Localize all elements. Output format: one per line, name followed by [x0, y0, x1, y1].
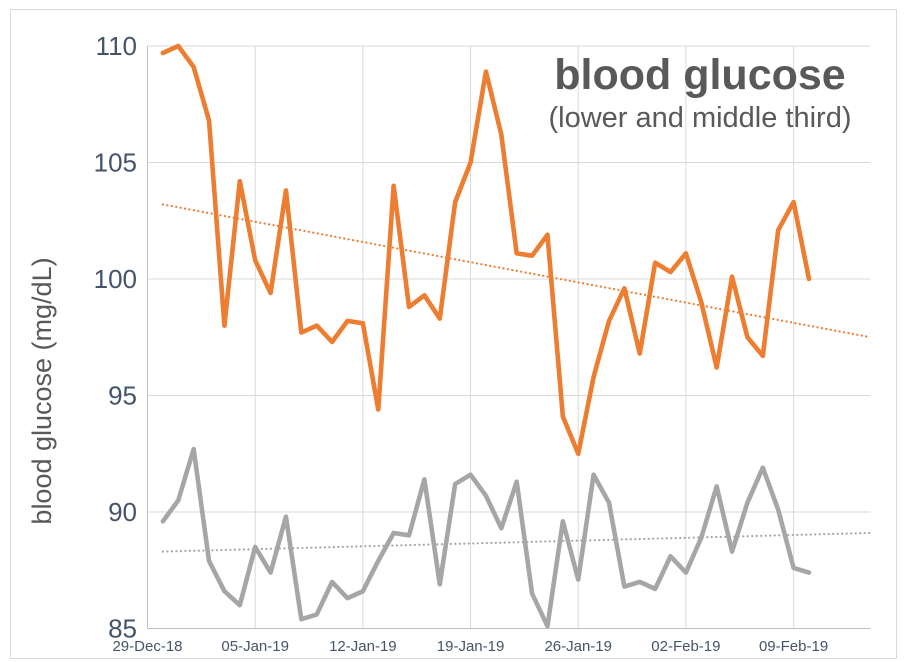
y-tick-label: 105: [94, 148, 137, 178]
x-tick-label: 19-Jan-19: [437, 638, 505, 655]
trendline-lower-third: [161, 531, 872, 553]
y-tick-label: 85: [108, 614, 137, 644]
trendline-middle-third: [161, 203, 872, 339]
x-tick-label: 12-Jan-19: [329, 638, 397, 655]
y-tick-label: 110: [96, 31, 137, 61]
series-line-lower-third: [160, 446, 812, 629]
series-line-middle-third: [160, 43, 812, 457]
x-tick-label: 29-Dec-18: [112, 638, 182, 655]
y-tick-label: 90: [108, 497, 137, 527]
x-tick-label: 02-Feb-19: [651, 638, 720, 655]
x-tick-label: 05-Jan-19: [221, 638, 289, 655]
chart-border: [10, 9, 897, 659]
y-tick-label: 95: [108, 381, 137, 411]
x-tick-label: 09-Feb-19: [759, 638, 828, 655]
y-tick-label: 100: [94, 264, 137, 294]
x-tick-label: 26-Jan-19: [544, 638, 612, 655]
